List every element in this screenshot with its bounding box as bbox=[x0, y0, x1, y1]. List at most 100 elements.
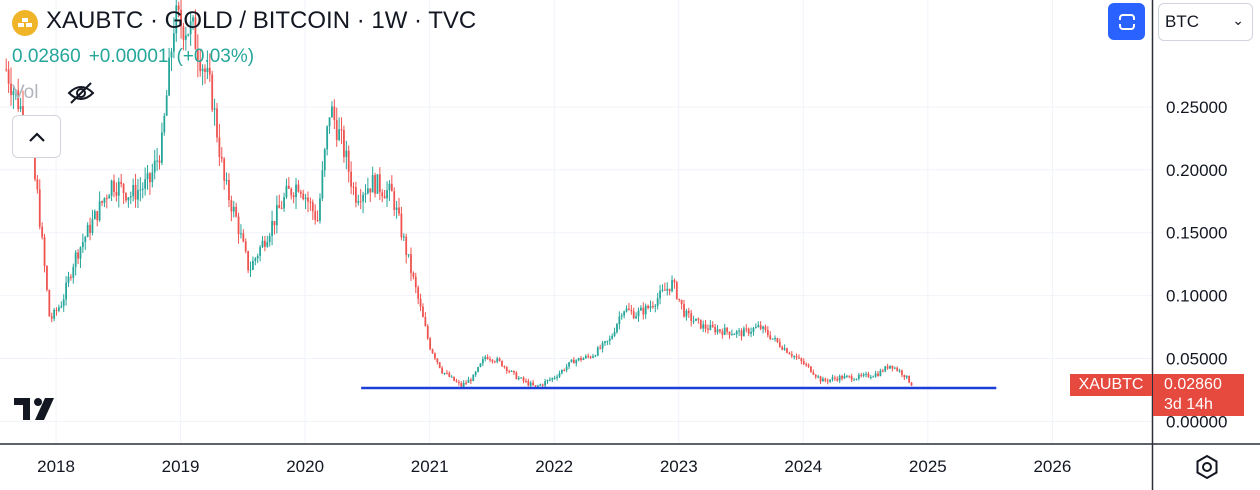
candle-body bbox=[584, 355, 587, 359]
candle-body bbox=[383, 196, 386, 199]
candle-body bbox=[254, 258, 257, 262]
candle-body bbox=[69, 276, 72, 278]
candle-body bbox=[247, 251, 250, 271]
candle-body bbox=[841, 376, 843, 379]
candle-body bbox=[613, 332, 616, 336]
symbol-title[interactable]: XAUBTC · GOLD / BITCOIN · 1W · TVC bbox=[46, 7, 477, 34]
candle-body bbox=[263, 240, 266, 247]
candle-body bbox=[84, 237, 87, 243]
collapse-legend-button[interactable] bbox=[12, 115, 61, 158]
candle-body bbox=[158, 160, 161, 163]
candle-body bbox=[563, 370, 566, 372]
candle-body bbox=[38, 189, 41, 227]
candle-body bbox=[898, 370, 901, 372]
last-price-value: 0.02860 bbox=[1164, 376, 1222, 393]
candle-body bbox=[685, 310, 688, 317]
candle-body bbox=[546, 379, 549, 382]
candle-body bbox=[101, 201, 103, 203]
candle-body bbox=[393, 191, 396, 210]
candle-body bbox=[53, 309, 56, 319]
candle-body bbox=[242, 233, 245, 242]
candle-body bbox=[453, 376, 455, 381]
y-tick-label: 0.25000 bbox=[1166, 98, 1227, 117]
candle-body bbox=[826, 380, 829, 382]
candle-body bbox=[7, 69, 10, 84]
candle-body bbox=[620, 315, 623, 317]
last-price: 0.02860 bbox=[12, 46, 81, 67]
candle-body bbox=[93, 211, 96, 220]
candle-body bbox=[331, 106, 333, 118]
candle-body bbox=[503, 366, 506, 368]
candle-body bbox=[196, 49, 199, 61]
x-tick-label: 2024 bbox=[784, 457, 822, 476]
candle-body bbox=[316, 219, 319, 221]
candle-body bbox=[472, 374, 475, 382]
settings-gear-icon[interactable] bbox=[1194, 454, 1220, 480]
candle-body bbox=[886, 366, 889, 369]
candle-body bbox=[165, 95, 168, 116]
candle-body bbox=[304, 197, 307, 200]
y-tick-label: 0.20000 bbox=[1166, 161, 1227, 180]
candle-body bbox=[261, 240, 264, 248]
candle-body bbox=[170, 51, 173, 58]
chart-frame-button[interactable] bbox=[1108, 3, 1145, 40]
candle-body bbox=[604, 341, 606, 344]
candle-body bbox=[651, 306, 654, 308]
candle-body bbox=[532, 382, 535, 386]
candle-body bbox=[484, 356, 487, 360]
candle-body bbox=[759, 325, 762, 329]
candle-body bbox=[745, 328, 748, 330]
x-tick-label: 2023 bbox=[660, 457, 698, 476]
candle-body bbox=[256, 255, 259, 259]
candle-body bbox=[505, 366, 508, 372]
candle-body bbox=[635, 316, 638, 319]
candle-body bbox=[740, 330, 743, 337]
candle-body bbox=[343, 130, 345, 158]
candle-body bbox=[225, 180, 228, 182]
candle-body bbox=[273, 220, 276, 226]
candle-body bbox=[869, 376, 872, 378]
candle-body bbox=[184, 35, 187, 40]
candle-body bbox=[204, 68, 206, 73]
candle-body bbox=[848, 375, 851, 377]
candle-body bbox=[486, 356, 489, 360]
eye-slash-icon[interactable] bbox=[66, 80, 96, 106]
candle-body bbox=[295, 184, 297, 198]
price-readout: 0.02860 +0.00001 (+0.03%) bbox=[12, 46, 262, 68]
candle-body bbox=[704, 324, 707, 329]
candle-body bbox=[812, 372, 815, 375]
candle-body bbox=[424, 317, 427, 327]
candle-body bbox=[386, 190, 388, 199]
candle-body bbox=[156, 160, 159, 162]
x-tick-label: 2025 bbox=[909, 457, 947, 476]
candle-body bbox=[891, 365, 894, 369]
candle-body bbox=[438, 362, 441, 368]
candle-body bbox=[352, 186, 355, 188]
candle-body bbox=[819, 376, 822, 382]
candle-body bbox=[125, 193, 127, 201]
candle-body bbox=[105, 198, 108, 200]
candle-body bbox=[446, 372, 448, 374]
candle-body bbox=[527, 380, 530, 386]
candle-body bbox=[311, 202, 314, 212]
candle-body bbox=[778, 341, 781, 347]
candle-body bbox=[896, 367, 899, 371]
chart-frame-icon bbox=[1117, 13, 1136, 30]
candle-body bbox=[132, 185, 135, 197]
tradingview-logo[interactable] bbox=[14, 396, 64, 427]
candle-body bbox=[43, 237, 46, 267]
candle-body bbox=[680, 299, 683, 304]
candle-body bbox=[228, 180, 230, 201]
y-tick-label: 0.10000 bbox=[1166, 287, 1227, 306]
candle-body bbox=[407, 254, 410, 256]
candle-body bbox=[86, 224, 89, 238]
candle-body bbox=[163, 115, 166, 133]
candle-body bbox=[510, 370, 513, 372]
candle-body bbox=[72, 266, 75, 278]
currency-select[interactable]: BTC ⌄ bbox=[1158, 3, 1253, 41]
candle-body bbox=[252, 261, 254, 270]
candle-body bbox=[754, 326, 757, 329]
candle-body bbox=[568, 362, 570, 367]
